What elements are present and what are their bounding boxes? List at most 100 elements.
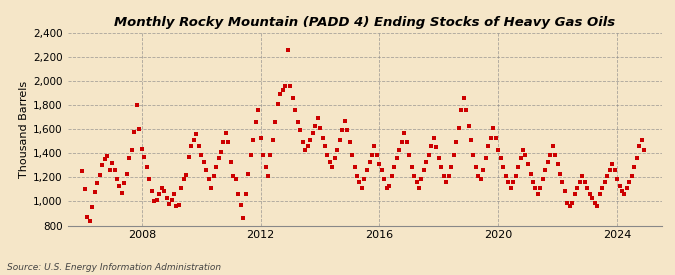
Point: [310, 123, 321, 128]
Point: [458, 96, 469, 100]
Point: [344, 140, 355, 145]
Point: [80, 187, 90, 192]
Point: [381, 186, 392, 190]
Point: [211, 164, 221, 169]
Point: [163, 202, 174, 206]
Point: [478, 168, 489, 172]
Point: [329, 156, 340, 160]
Point: [109, 168, 120, 172]
Point: [545, 152, 556, 157]
Point: [535, 186, 545, 190]
Y-axis label: Thousand Barrels: Thousand Barrels: [19, 81, 29, 178]
Point: [213, 156, 224, 160]
Point: [184, 155, 194, 159]
Point: [225, 160, 236, 164]
Point: [481, 156, 491, 160]
Point: [203, 176, 214, 181]
Point: [307, 131, 318, 135]
Point: [312, 116, 323, 121]
Point: [111, 176, 122, 181]
Point: [223, 140, 234, 145]
Point: [176, 186, 187, 190]
Point: [342, 128, 352, 133]
Point: [347, 152, 358, 157]
Point: [186, 144, 196, 148]
Point: [354, 180, 365, 184]
Point: [300, 147, 310, 152]
Point: [295, 128, 306, 133]
Point: [587, 196, 597, 200]
Point: [503, 180, 514, 184]
Point: [540, 168, 551, 172]
Point: [629, 164, 640, 169]
Point: [448, 152, 459, 157]
Point: [408, 174, 419, 178]
Point: [97, 163, 107, 167]
Point: [463, 123, 474, 128]
Point: [107, 161, 117, 165]
Point: [468, 152, 479, 157]
Point: [399, 131, 410, 135]
Point: [119, 181, 130, 186]
Point: [579, 180, 590, 184]
Point: [191, 132, 202, 136]
Point: [332, 147, 343, 152]
Point: [515, 156, 526, 160]
Point: [139, 155, 150, 159]
Point: [132, 103, 142, 107]
Point: [634, 144, 645, 148]
Point: [542, 160, 553, 164]
Point: [236, 203, 246, 207]
Point: [292, 120, 303, 124]
Point: [470, 164, 481, 169]
Point: [451, 140, 462, 145]
Point: [392, 156, 402, 160]
Point: [421, 160, 432, 164]
Point: [549, 152, 560, 157]
Point: [441, 180, 452, 184]
Point: [404, 152, 414, 157]
Point: [161, 196, 172, 200]
Point: [248, 138, 259, 142]
Point: [364, 160, 375, 164]
Point: [493, 147, 504, 152]
Point: [315, 126, 325, 130]
Point: [456, 108, 466, 112]
Point: [273, 102, 284, 106]
Point: [288, 96, 298, 100]
Point: [374, 162, 385, 166]
Point: [196, 152, 207, 157]
Point: [317, 136, 328, 140]
Point: [574, 180, 585, 184]
Point: [386, 174, 397, 178]
Point: [77, 169, 88, 174]
Point: [102, 153, 113, 158]
Point: [485, 136, 496, 140]
Point: [129, 130, 140, 134]
Point: [371, 152, 382, 157]
Point: [267, 138, 278, 142]
Point: [215, 150, 226, 154]
Point: [166, 198, 177, 202]
Point: [414, 186, 425, 190]
Point: [631, 156, 642, 160]
Point: [527, 180, 538, 184]
Point: [359, 176, 370, 181]
Point: [290, 108, 300, 112]
Point: [151, 198, 162, 202]
Point: [230, 176, 241, 181]
Point: [508, 180, 518, 184]
Point: [171, 204, 182, 208]
Point: [221, 131, 232, 135]
Point: [275, 92, 286, 97]
Point: [394, 147, 404, 152]
Point: [500, 174, 511, 178]
Point: [614, 184, 625, 188]
Point: [159, 188, 169, 193]
Point: [379, 176, 389, 181]
Point: [322, 152, 333, 157]
Point: [297, 140, 308, 145]
Point: [589, 200, 600, 205]
Point: [582, 186, 593, 190]
Point: [577, 174, 588, 178]
